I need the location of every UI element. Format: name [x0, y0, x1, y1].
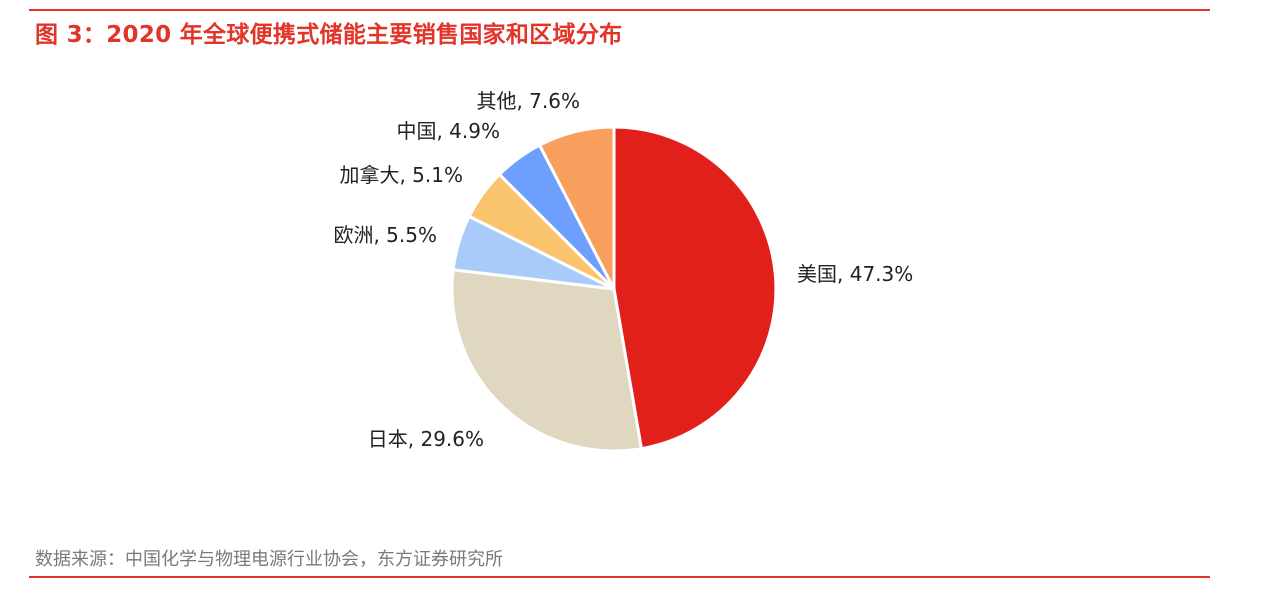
top-rule [29, 9, 1210, 11]
slice-label-4: 加拿大, 5.1% [339, 163, 463, 187]
source-note: 数据来源：中国化学与物理电源行业协会，东方证券研究所 [35, 549, 503, 570]
slice-label-5: 中国, 4.9% [396, 119, 500, 143]
pie-slice-1 [612, 125, 778, 451]
figure-title: 图 3：2020 年全球便携式储能主要销售国家和区域分布 [35, 22, 623, 48]
slice-label-1: 美国, 47.3% [797, 262, 913, 286]
slice-label-3: 欧洲, 5.5% [333, 223, 437, 247]
pie-slice-6 [538, 125, 616, 291]
pie-slices [450, 125, 778, 453]
pie-labels: 美国, 47.3% 日本, 29.6% 欧洲, 5.5% 加拿大, 5.1% 中国, 4… [333, 89, 913, 451]
bottom-rule [29, 576, 1210, 578]
slice-label-2: 日本, 29.6% [368, 427, 484, 451]
slice-label-6: 其他, 7.6% [476, 89, 580, 113]
pie-slice-2 [450, 268, 643, 453]
